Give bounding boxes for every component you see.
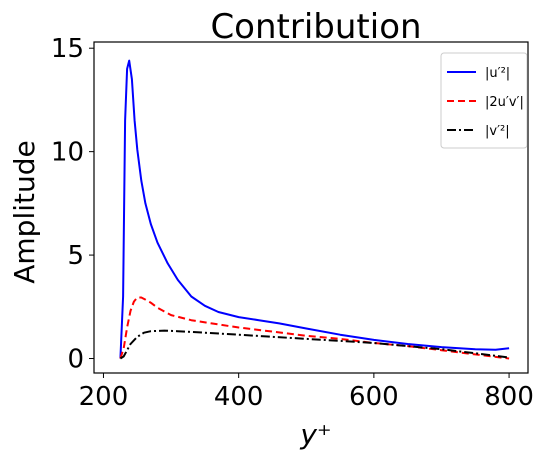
y-tick-label: 15 bbox=[51, 34, 84, 64]
x-axis: 200 400 600 800 bbox=[79, 373, 534, 412]
y-tick-label: 10 bbox=[51, 138, 84, 168]
x-tick-label: 800 bbox=[484, 382, 534, 412]
plot-area: 200 400 600 800 0 5 10 15 bbox=[51, 34, 534, 412]
y-axis-title: Amplitude bbox=[8, 140, 41, 284]
x-tick-label: 600 bbox=[349, 382, 399, 412]
x-tick-label: 400 bbox=[214, 382, 264, 412]
x-axis-title: y⁺ bbox=[299, 418, 331, 451]
series-line bbox=[119, 329, 510, 360]
legend-label: |2u′v′| bbox=[485, 95, 524, 110]
series-lines bbox=[119, 59, 510, 360]
legend-frame bbox=[440, 52, 528, 149]
series-line bbox=[119, 59, 510, 359]
legend: |u′²| |2u′v′| |v′²| bbox=[440, 52, 528, 149]
legend-label: |u′²| bbox=[485, 66, 510, 81]
plot-frame bbox=[93, 41, 529, 374]
y-tick-label: 0 bbox=[67, 345, 84, 375]
legend-label: |v′²| bbox=[485, 124, 510, 139]
series-line bbox=[119, 296, 510, 360]
x-tick-label: 200 bbox=[79, 382, 129, 412]
chart-title: Contribution bbox=[210, 7, 421, 47]
y-tick-label: 5 bbox=[67, 241, 84, 271]
y-axis: 0 5 10 15 bbox=[51, 34, 94, 375]
